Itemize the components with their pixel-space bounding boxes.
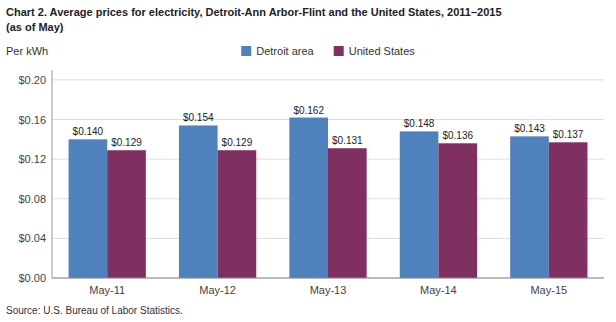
chart: Chart 2. Average prices for electricity,… (0, 0, 616, 322)
source-note: Source: U.S. Bureau of Labor Statistics. (6, 305, 183, 316)
x-tick-label: May-15 (530, 284, 567, 296)
data-label: $0.148 (404, 118, 435, 129)
data-label: $0.129 (111, 137, 142, 148)
data-label: $0.131 (332, 135, 363, 146)
grid-line (52, 278, 604, 279)
bar (510, 136, 549, 278)
legend-label: Detroit area (256, 45, 314, 57)
subtitle: (as of May) (6, 21, 64, 33)
legend-swatch (334, 46, 344, 56)
bar (328, 148, 367, 278)
grid-line (52, 79, 604, 80)
x-axis-line (52, 278, 604, 279)
legend-item: Detroit area (241, 45, 314, 57)
grid (52, 80, 604, 278)
x-tick-label: May-13 (310, 284, 347, 296)
legend-swatch (241, 46, 251, 56)
data-labels: $0.140 $0.154 $0.162 $0.148 $0.143 $0.129 $0.1… (73, 105, 584, 149)
x-tick-label: May-12 (199, 284, 236, 296)
data-label: $0.136 (442, 130, 473, 141)
bars (69, 118, 588, 278)
y-axis-line (52, 70, 53, 278)
data-label: $0.137 (553, 129, 584, 140)
data-label: $0.162 (293, 105, 324, 116)
legend-label: United States (349, 45, 416, 57)
y-tick-label: $0.04 (18, 232, 46, 244)
data-label: $0.140 (73, 126, 104, 137)
bar (289, 118, 328, 278)
legend: Detroit area United States (241, 45, 415, 57)
bar (549, 142, 588, 278)
x-tick-label: May-14 (420, 284, 457, 296)
y-tick-label: $0.12 (18, 153, 46, 165)
x-tick-label: May-11 (89, 284, 125, 296)
legend-item: United States (334, 45, 416, 57)
bar (438, 143, 477, 278)
data-label: $0.154 (183, 112, 214, 123)
y-axis-label: Per kWh (6, 45, 48, 57)
bar (107, 150, 146, 278)
bar (400, 131, 439, 278)
y-tick-label: $0.00 (18, 272, 46, 284)
y-tick-label: $0.08 (18, 193, 46, 205)
y-tick-label: $0.20 (18, 74, 46, 86)
bar (179, 125, 218, 278)
bar (218, 150, 257, 278)
title: Chart 2. Average prices for electricity,… (6, 6, 502, 18)
data-label: $0.143 (514, 123, 545, 134)
bar (69, 139, 108, 278)
y-tick-label: $0.16 (18, 114, 46, 126)
data-label: $0.129 (222, 137, 253, 148)
